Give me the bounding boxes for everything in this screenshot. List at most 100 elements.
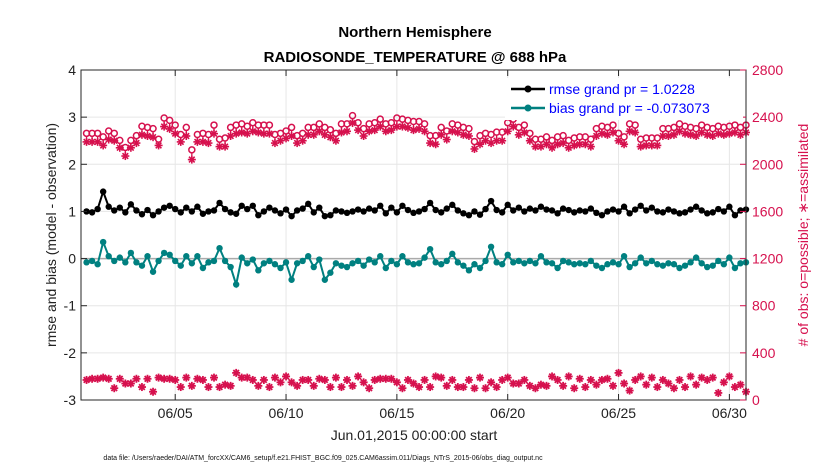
data-file-footnote: data file: /Users/raeder/DAI/ATM_forcXX/… [103, 455, 543, 462]
obs-low-count-point [337, 383, 346, 392]
obs-assimilated-point [431, 140, 440, 149]
obs-assimilated-point [204, 139, 213, 148]
rmse-point [371, 207, 378, 214]
bias-point [709, 262, 716, 269]
rmse-point [637, 202, 644, 209]
bias-point [244, 260, 251, 267]
obs-low-count-point [343, 375, 351, 384]
bias-point [587, 257, 595, 265]
obs-low-count-point [354, 372, 363, 381]
y-tick-label: -3 [64, 392, 77, 408]
rmse-point [670, 208, 678, 215]
bias-point [260, 260, 268, 267]
rmse-point [305, 200, 312, 208]
obs-low-count-point [254, 381, 263, 390]
rmse-point [720, 208, 728, 215]
rmse-point [515, 204, 522, 211]
obs-assimilated-point [187, 155, 196, 164]
obs-assimilated-point [370, 126, 379, 135]
obs-assimilated-point [126, 143, 135, 152]
rmse-point [532, 207, 539, 214]
obs-assimilated-point [115, 143, 124, 152]
y-axis-ticks: -3 -2 -1 0 1 2 3 4 [64, 62, 87, 408]
rmse-point [138, 211, 146, 218]
rmse-point [537, 203, 545, 210]
obs-assimilated-point [315, 127, 324, 136]
obs-assimilated-point [586, 142, 595, 151]
bias-point [720, 261, 728, 268]
bias-point [421, 254, 428, 261]
obs-assimilated-point [298, 136, 307, 145]
obs-low-count-point [132, 374, 141, 383]
obs-assimilated-point [609, 128, 617, 137]
rmse-point [410, 209, 417, 217]
obs-low-count-point [636, 372, 645, 381]
obs-low-count-point [210, 373, 218, 382]
obs-assimilated-point [509, 122, 518, 131]
obs-low-count-point [653, 383, 662, 392]
bias-point [199, 264, 207, 272]
rmse-point [360, 208, 367, 215]
bias-point [293, 260, 301, 267]
rmse-point [426, 199, 434, 207]
bias-point [438, 261, 445, 268]
rmse-point [349, 208, 356, 215]
rmse-point [582, 208, 589, 215]
bias-point [404, 259, 412, 266]
bias-point [576, 260, 583, 267]
rmse-point [709, 209, 716, 216]
obs-low-count-point [625, 386, 634, 395]
rmse-point [88, 209, 96, 216]
obs-assimilated-point [492, 136, 501, 145]
rmse-point [421, 205, 428, 213]
rmse-point [565, 206, 572, 214]
x-axis-ticks: 06/05 06/10 06/15 06/20 06/25 06/30 [158, 70, 747, 421]
obs-assimilated-point [520, 128, 529, 137]
obs-assimilated-point [437, 130, 446, 139]
obs-low-count-point [592, 380, 601, 389]
obs-low-count-point [664, 379, 673, 388]
rmse-point [321, 212, 329, 220]
obs-assimilated-point [476, 140, 484, 149]
bias-point [737, 260, 744, 267]
obs-low-count-point [470, 384, 479, 393]
rmse-point [460, 210, 467, 217]
obs-assimilated-point [171, 129, 180, 138]
rmse-point [210, 207, 218, 214]
rmse-point [715, 205, 722, 213]
obs-low-count-point [581, 383, 590, 392]
bias-point [726, 254, 733, 261]
bias-point [521, 260, 528, 267]
rmse-point [216, 199, 223, 207]
bias-point [343, 263, 351, 271]
rmse-point [498, 209, 506, 216]
rmse-point [111, 207, 118, 214]
rmse-point [593, 209, 600, 217]
obs-assimilated-point [559, 139, 568, 148]
bias-point [194, 253, 201, 260]
obs-low-count-point [320, 375, 329, 384]
bias-point [144, 253, 151, 260]
y-tick-label: 3 [68, 109, 76, 125]
bias-point [593, 262, 600, 269]
bias-point [382, 264, 389, 272]
obs-low-count-point [647, 373, 656, 382]
rmse-point [244, 205, 251, 213]
rmse-point [731, 212, 739, 219]
rmse-point [166, 202, 173, 209]
obs-assimilated-point [154, 141, 163, 150]
obs-assimilated-point [642, 141, 651, 150]
rmse-point [626, 210, 633, 217]
x-tick-label: 06/10 [269, 405, 304, 421]
bias-point [504, 251, 511, 258]
bias-point [94, 261, 101, 268]
rmse-point [199, 210, 207, 217]
bias-point [88, 257, 96, 265]
obs-low-count-point [204, 383, 213, 392]
rmse-point [615, 208, 622, 215]
rmse-point [232, 210, 240, 217]
bias-point [648, 257, 655, 265]
bias-point [371, 259, 378, 266]
obs-assimilated-point [149, 133, 158, 142]
obs-assimilated-point [686, 130, 695, 139]
